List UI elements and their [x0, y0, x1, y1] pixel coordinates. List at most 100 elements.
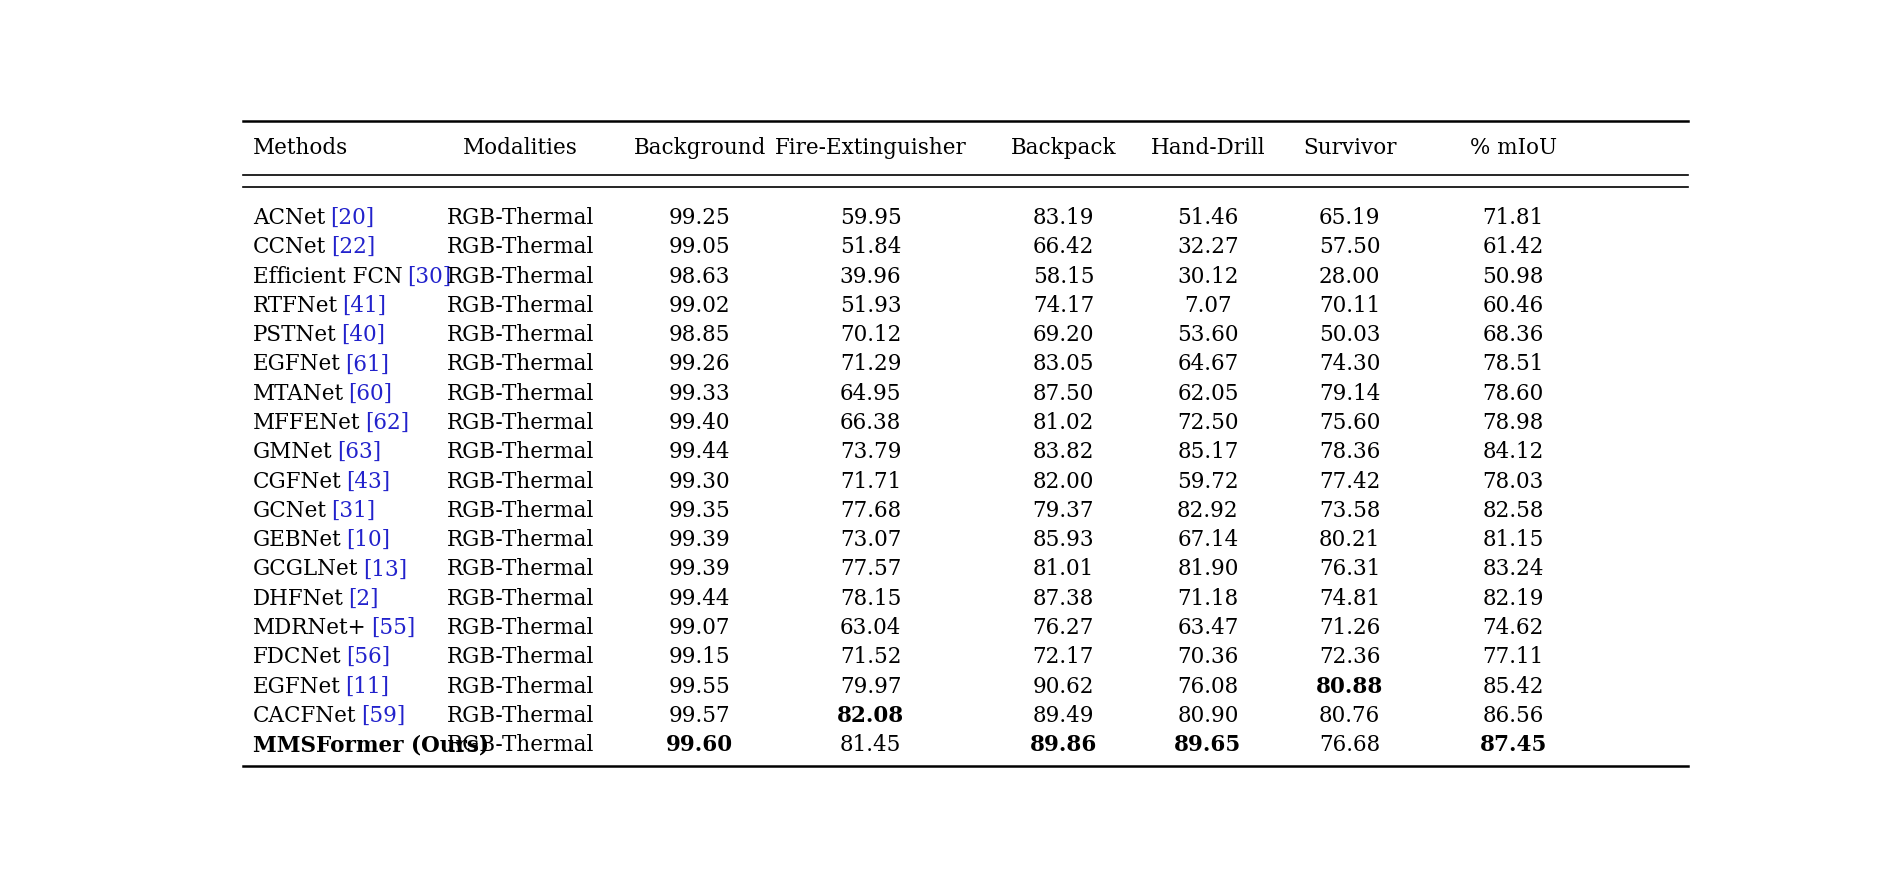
- Text: 99.33: 99.33: [669, 382, 731, 404]
- Text: RGB-Thermal: RGB-Thermal: [447, 470, 593, 492]
- Text: 99.25: 99.25: [669, 207, 731, 229]
- Text: CACFNet: CACFNet: [252, 704, 356, 726]
- Text: 73.79: 73.79: [840, 441, 901, 463]
- Text: MDRNet+: MDRNet+: [252, 617, 367, 638]
- Text: 82.92: 82.92: [1178, 499, 1240, 521]
- Text: 32.27: 32.27: [1178, 236, 1240, 258]
- Text: 62.05: 62.05: [1178, 382, 1238, 404]
- Text: 63.47: 63.47: [1178, 617, 1238, 638]
- Text: 73.58: 73.58: [1319, 499, 1381, 521]
- Text: RGB-Thermal: RGB-Thermal: [447, 382, 593, 404]
- Text: 59.72: 59.72: [1178, 470, 1240, 492]
- Text: GCGLNet: GCGLNet: [252, 558, 358, 580]
- Text: Survivor: Survivor: [1304, 137, 1396, 159]
- Text: [31]: [31]: [332, 499, 375, 521]
- Text: GCNet: GCNet: [252, 499, 328, 521]
- Text: RGB-Thermal: RGB-Thermal: [447, 266, 593, 288]
- Text: 51.46: 51.46: [1178, 207, 1238, 229]
- Text: 99.60: 99.60: [667, 733, 733, 755]
- Text: PSTNet: PSTNet: [252, 324, 337, 346]
- Text: MTANet: MTANet: [252, 382, 345, 404]
- Text: 50.03: 50.03: [1319, 324, 1381, 346]
- Text: GMNet: GMNet: [252, 441, 333, 463]
- Text: Fire-Extinguisher: Fire-Extinguisher: [774, 137, 966, 159]
- Text: 83.19: 83.19: [1032, 207, 1095, 229]
- Text: RGB-Thermal: RGB-Thermal: [447, 207, 593, 229]
- Text: RGB-Thermal: RGB-Thermal: [447, 558, 593, 580]
- Text: [30]: [30]: [407, 266, 452, 288]
- Text: CGFNet: CGFNet: [252, 470, 341, 492]
- Text: FDCNet: FDCNet: [252, 645, 341, 667]
- Text: 81.15: 81.15: [1483, 529, 1543, 551]
- Text: 66.38: 66.38: [840, 411, 901, 433]
- Text: 76.31: 76.31: [1319, 558, 1381, 580]
- Text: 89.65: 89.65: [1174, 733, 1242, 755]
- Text: [11]: [11]: [345, 674, 390, 697]
- Text: 58.15: 58.15: [1032, 266, 1095, 288]
- Text: 64.95: 64.95: [840, 382, 901, 404]
- Text: 76.08: 76.08: [1178, 674, 1238, 697]
- Text: 72.17: 72.17: [1032, 645, 1095, 667]
- Text: RGB-Thermal: RGB-Thermal: [447, 587, 593, 609]
- Text: 82.00: 82.00: [1032, 470, 1095, 492]
- Text: RGB-Thermal: RGB-Thermal: [447, 704, 593, 726]
- Text: 72.36: 72.36: [1319, 645, 1381, 667]
- Text: [63]: [63]: [337, 441, 381, 463]
- Text: RGB-Thermal: RGB-Thermal: [447, 324, 593, 346]
- Text: RGB-Thermal: RGB-Thermal: [447, 645, 593, 667]
- Text: 71.18: 71.18: [1178, 587, 1238, 609]
- Text: ACNet: ACNet: [252, 207, 326, 229]
- Text: 71.52: 71.52: [840, 645, 901, 667]
- Text: 85.42: 85.42: [1483, 674, 1543, 697]
- Text: MMSFormer (Ours): MMSFormer (Ours): [252, 733, 490, 755]
- Text: 39.96: 39.96: [840, 266, 901, 288]
- Text: 81.90: 81.90: [1178, 558, 1238, 580]
- Text: 78.03: 78.03: [1483, 470, 1543, 492]
- Text: RGB-Thermal: RGB-Thermal: [447, 733, 593, 755]
- Text: [41]: [41]: [343, 295, 386, 317]
- Text: Modalities: Modalities: [463, 137, 578, 159]
- Text: 99.39: 99.39: [669, 529, 731, 551]
- Text: 99.35: 99.35: [669, 499, 731, 521]
- Text: 85.93: 85.93: [1032, 529, 1095, 551]
- Text: 61.42: 61.42: [1483, 236, 1543, 258]
- Text: EGFNet: EGFNet: [252, 674, 341, 697]
- Text: [40]: [40]: [341, 324, 384, 346]
- Text: Background: Background: [633, 137, 767, 159]
- Text: RGB-Thermal: RGB-Thermal: [447, 441, 593, 463]
- Text: RGB-Thermal: RGB-Thermal: [447, 529, 593, 551]
- Text: 64.67: 64.67: [1178, 353, 1238, 375]
- Text: 80.21: 80.21: [1319, 529, 1381, 551]
- Text: [22]: [22]: [332, 236, 375, 258]
- Text: 90.62: 90.62: [1032, 674, 1095, 697]
- Text: 82.58: 82.58: [1483, 499, 1543, 521]
- Text: RGB-Thermal: RGB-Thermal: [447, 353, 593, 375]
- Text: 77.42: 77.42: [1319, 470, 1381, 492]
- Text: 67.14: 67.14: [1178, 529, 1238, 551]
- Text: [62]: [62]: [365, 411, 409, 433]
- Text: 82.19: 82.19: [1483, 587, 1543, 609]
- Text: 89.86: 89.86: [1031, 733, 1096, 755]
- Text: 68.36: 68.36: [1483, 324, 1543, 346]
- Text: 99.55: 99.55: [669, 674, 731, 697]
- Text: [10]: [10]: [347, 529, 390, 551]
- Text: 81.01: 81.01: [1032, 558, 1095, 580]
- Text: [2]: [2]: [349, 587, 379, 609]
- Text: Methods: Methods: [252, 137, 349, 159]
- Text: RGB-Thermal: RGB-Thermal: [447, 499, 593, 521]
- Text: RGB-Thermal: RGB-Thermal: [447, 617, 593, 638]
- Text: CCNet: CCNet: [252, 236, 326, 258]
- Text: 69.20: 69.20: [1032, 324, 1095, 346]
- Text: GEBNet: GEBNet: [252, 529, 341, 551]
- Text: 7.07: 7.07: [1185, 295, 1232, 317]
- Text: 87.38: 87.38: [1032, 587, 1095, 609]
- Text: 83.05: 83.05: [1032, 353, 1095, 375]
- Text: Hand-Drill: Hand-Drill: [1151, 137, 1266, 159]
- Text: 71.81: 71.81: [1483, 207, 1543, 229]
- Text: 77.68: 77.68: [840, 499, 901, 521]
- Text: 81.45: 81.45: [840, 733, 901, 755]
- Text: RGB-Thermal: RGB-Thermal: [447, 674, 593, 697]
- Text: 81.02: 81.02: [1032, 411, 1095, 433]
- Text: 78.98: 78.98: [1483, 411, 1543, 433]
- Text: 71.29: 71.29: [840, 353, 901, 375]
